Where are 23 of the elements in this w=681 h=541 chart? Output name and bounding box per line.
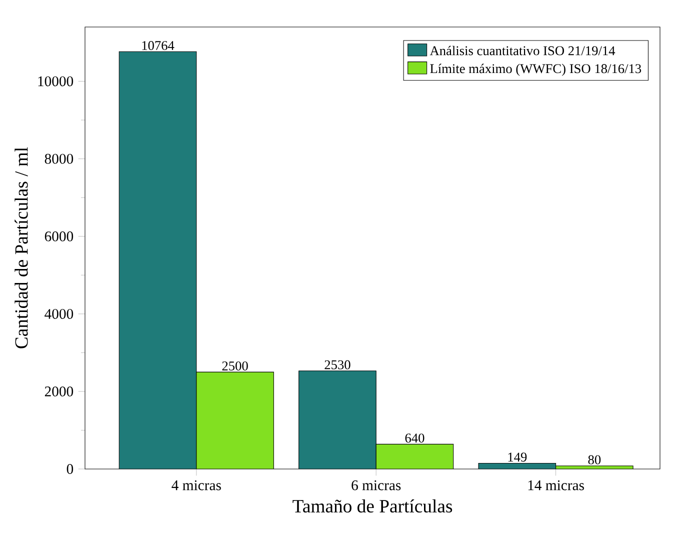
data-label: 2530: [324, 360, 350, 370]
y-tick-label: 8000: [44, 154, 74, 164]
y-tick-label: 4000: [44, 308, 74, 319]
x-tick-label: 4 micras: [172, 480, 221, 490]
x-tick-label: 14 micras: [528, 480, 584, 490]
bar: [298, 370, 376, 469]
bar: [119, 52, 196, 469]
data-label: 80: [588, 455, 601, 464]
data-label: 149: [508, 452, 527, 462]
data-label: 640: [405, 434, 424, 443]
bar: [376, 444, 454, 469]
y-tick-label: 0: [66, 464, 74, 474]
data-label: 10764: [142, 41, 174, 50]
y-tick-label: 10000: [38, 76, 74, 86]
x-tick-label: 6 micras: [352, 480, 401, 490]
legend-label: Límite máximo (WWFC) ISO 18/16/13: [430, 64, 642, 76]
y-tick-label: 2000: [44, 386, 74, 396]
bar: [196, 372, 274, 469]
legend-label: Análisis cuantitativo ISO 21/19/14: [430, 46, 616, 56]
x-axis-title: Tamaño de Partículas: [292, 499, 452, 513]
y-tick-label: 6000: [44, 231, 74, 242]
y-axis-title: Cantidad de Partículas / ml: [14, 147, 28, 348]
data-label: 2500: [222, 361, 248, 370]
